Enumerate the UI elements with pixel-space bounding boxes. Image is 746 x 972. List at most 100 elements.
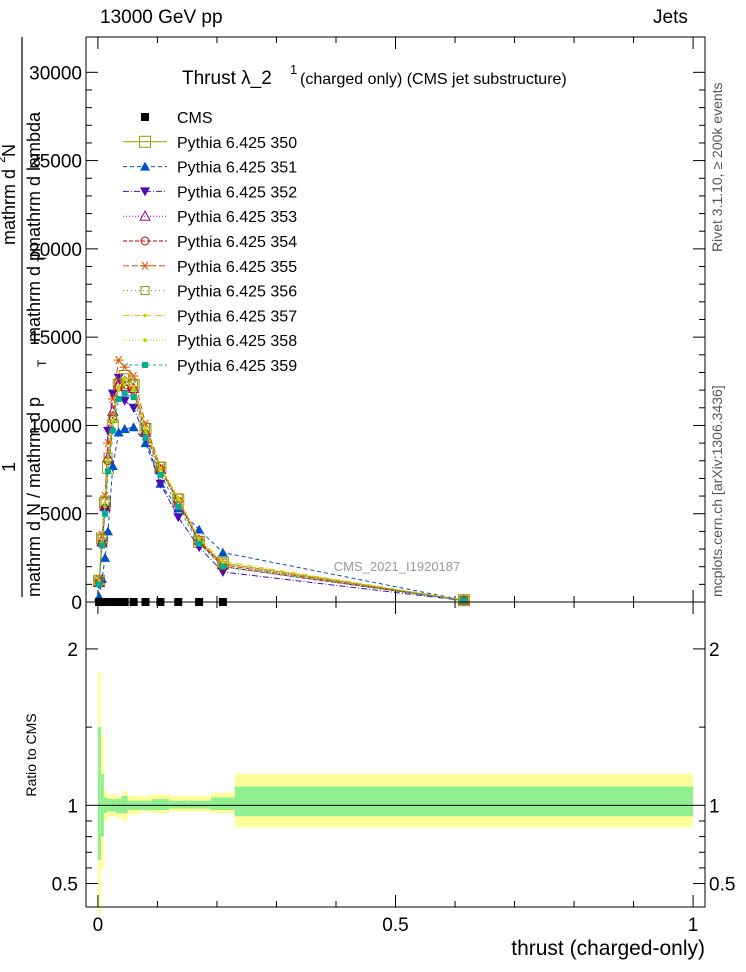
star-stroke	[130, 371, 138, 381]
ratio-y-tick-label-right: 2	[709, 640, 720, 661]
series-point	[107, 389, 118, 399]
legend-marker	[140, 286, 150, 296]
ratio-bands	[97, 672, 694, 915]
chart-title-sup: 1	[290, 62, 297, 77]
legend-label: Pythia 6.425 359	[177, 358, 297, 375]
ratio-band-green	[151, 799, 170, 811]
series-pythia-6.425-351	[94, 422, 469, 605]
legend-marker	[140, 236, 150, 246]
series-line	[98, 358, 465, 601]
legend-label: Pythia 6.425 358	[177, 333, 297, 350]
legend: CMS Pythia 6.425 350 Pythia 6.425 351 Pythi…	[123, 110, 297, 375]
series-point	[158, 467, 163, 472]
legend-marker	[143, 338, 147, 343]
ratio-band-green	[187, 800, 211, 809]
series-point	[122, 377, 127, 382]
star-stroke	[141, 261, 149, 271]
legend-marker	[140, 187, 150, 197]
y-tick-label: 5000	[40, 505, 82, 526]
series-point	[157, 471, 164, 478]
ratio-band-green	[115, 799, 122, 814]
series-point	[109, 427, 116, 434]
series-point	[175, 503, 182, 510]
legend-label: Pythia 6.425 352	[177, 184, 297, 201]
series-point	[120, 373, 130, 383]
chart-title: Thrust λ_2 1 (charged only) (CMS jet subs…	[182, 62, 567, 89]
series-point	[107, 461, 118, 471]
x-tick-label: 0	[93, 915, 104, 936]
star-stroke	[121, 362, 129, 372]
series-point	[122, 383, 127, 387]
chart-title-main: Thrust λ_2	[182, 68, 272, 89]
series-point	[173, 493, 183, 503]
legend-label: Pythia 6.425 350	[177, 135, 297, 152]
series-point	[119, 423, 130, 433]
y-tick-label: 20000	[29, 240, 82, 261]
series-point	[142, 434, 149, 441]
series-point	[106, 405, 119, 416]
y-axis-label-numerator-rest: N	[0, 144, 19, 157]
legend-label: Pythia 6.425 351	[177, 160, 297, 177]
header-right: Jets	[653, 7, 688, 28]
y-tick-label: 30000	[29, 63, 82, 84]
ratio-frame	[85, 601, 706, 908]
ratio-y-axis-label: Ratio to CMS	[23, 713, 39, 796]
y-tick-label: 25000	[29, 152, 82, 173]
legend-marker	[139, 135, 151, 148]
x-tick-label: 1	[688, 915, 699, 936]
main-panel: 0 5000 10000 15000 20000 25000 30000 1 mathrm d …	[0, 36, 706, 614]
series-point	[113, 355, 124, 365]
star-stroke	[115, 355, 123, 365]
legend-label: Pythia 6.425 356	[177, 284, 297, 301]
series-point	[128, 403, 139, 413]
ratio-band-green	[169, 800, 188, 809]
series-point	[113, 427, 124, 437]
series-point	[116, 384, 121, 389]
series-line	[98, 393, 465, 601]
series-point	[176, 497, 181, 502]
ratio-band-green	[121, 795, 128, 814]
watermark: CMS_2021_I1920187	[334, 559, 461, 574]
ratio-band-green	[234, 786, 694, 817]
series-point	[460, 597, 467, 604]
y-axis-label-numerator-line2-rest: mathrm d lambda	[24, 111, 44, 252]
legend-marker	[139, 210, 151, 221]
y-tick-label: 15000	[29, 328, 82, 349]
chart-title-rest: (charged only) (CMS jet substructure)	[300, 71, 567, 88]
series-point	[131, 388, 136, 392]
series-point	[116, 388, 121, 392]
y-axis-label-one: 1	[0, 462, 19, 472]
series-point	[96, 581, 103, 588]
series-point	[115, 395, 122, 402]
legend-label: Pythia 6.425 353	[177, 209, 297, 226]
header-left: 13000 GeV pp	[100, 7, 223, 28]
legend-marker	[143, 313, 147, 318]
legend-marker	[142, 362, 148, 368]
series-point	[196, 540, 203, 547]
ratio-y-tick-label-right: 1	[709, 796, 720, 817]
series-point	[143, 427, 148, 431]
legend-label-cms: CMS	[177, 110, 213, 127]
series-point	[110, 420, 115, 424]
series-point	[194, 524, 205, 534]
series-point	[130, 394, 137, 401]
series-line	[98, 426, 465, 601]
series-point	[217, 547, 228, 557]
legend-marker	[140, 161, 150, 171]
ratio-y-tick-label: 2	[67, 640, 78, 661]
series-point	[100, 552, 111, 562]
ratio-y-tick-label-right: 0.5	[709, 875, 735, 896]
series-point	[99, 542, 106, 549]
series-point	[131, 384, 136, 389]
ratio-panel: 0 0.5 1 0.5 0.5 1 1 2 2 thrust (charged-only) Rati…	[23, 601, 735, 960]
y-axis-label-numerator: mathrm d	[0, 169, 19, 245]
x-axis-label: thrust (charged-only)	[511, 937, 705, 960]
series-pythia-6.425-356	[94, 373, 469, 605]
ratio-band-green	[97, 727, 101, 861]
y-axis-label-numerator-sup: 2	[0, 156, 8, 163]
series-point	[219, 563, 226, 570]
ratio-y-tick-label: 0.5	[52, 875, 78, 896]
legend-label: Pythia 6.425 357	[177, 308, 297, 325]
series-point	[121, 390, 128, 397]
